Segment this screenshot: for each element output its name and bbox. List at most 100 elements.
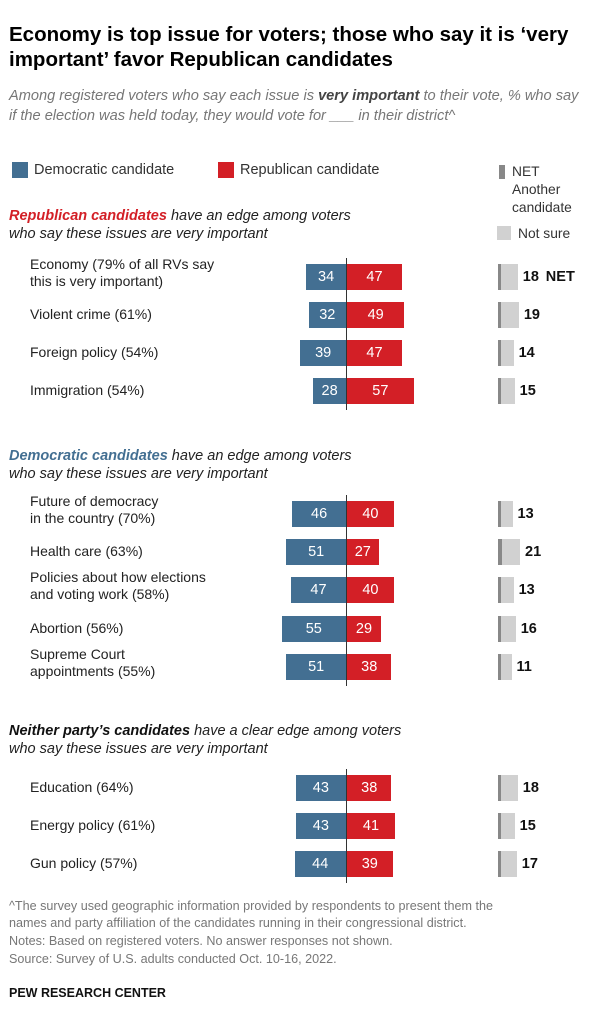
footnote-caret-1: ^The survey used geographic information … [9, 899, 494, 913]
row-label: Abortion (56%) [30, 620, 123, 637]
net-another-bar [498, 340, 501, 366]
net-value-label: 15 [519, 818, 536, 834]
dem-bar: 51 [286, 539, 346, 565]
net-not-sure-bar [501, 340, 514, 366]
net-another-bar [498, 851, 501, 877]
net-not-sure-bar [501, 851, 517, 877]
section-neither-rest: have a clear edge among voters [190, 723, 402, 739]
subtitle-before: Among registered voters who say each iss… [9, 88, 319, 104]
legend-another-swatch [499, 165, 505, 179]
row-label-line1: Health care (63%) [30, 543, 143, 559]
legend-another-label: NET Another candidate [512, 163, 572, 217]
row-label-line2: in the country (70%) [30, 510, 156, 526]
brand-logo-text: PEW RESEARCH CENTER [9, 986, 166, 1000]
legend-rep: Republican candidate [218, 162, 379, 178]
net-value-label: 13 [517, 506, 534, 522]
section-neither-lead: Neither party’s candidates [9, 723, 191, 739]
rep-bar: 40 [347, 577, 394, 603]
legend-not-sure-swatch [497, 226, 511, 240]
net-not-sure-bar [501, 654, 512, 680]
row-label-line1: Supreme Court [30, 646, 125, 662]
section-democratic-header: Democratic candidates have an edge among… [9, 447, 352, 483]
net-value-label: 21 [525, 544, 542, 560]
row-label-line1: Foreign policy (54%) [30, 344, 159, 360]
net-another-bar [498, 378, 501, 404]
row-label-line1: Policies about how elections [30, 569, 206, 585]
net-not-sure-bar [501, 577, 514, 603]
net-value-label: 19 [523, 307, 540, 323]
legend-net-line1: NET [512, 164, 540, 179]
row-label-line1: Immigration (54%) [30, 382, 145, 398]
rep-bar: 57 [347, 378, 414, 404]
net-another-bar [498, 813, 501, 839]
net-another-bar [498, 264, 501, 290]
section-republican-header: Republican candidates have an edge among… [9, 207, 351, 243]
dem-bar: 28 [313, 378, 346, 404]
rep-bar: 49 [347, 302, 405, 328]
row-label-line1: Economy (79% of all RVs say [30, 256, 215, 272]
row-label-line1: Future of democracy [30, 493, 159, 509]
legend-not-sure-label: Not sure [518, 226, 571, 241]
legend-dem: Democratic candidate [12, 162, 174, 178]
footnote-notes: Notes: Based on registered voters. No an… [9, 934, 393, 948]
legend-rep-swatch [218, 162, 234, 178]
section-republican-line2: who say these issues are very important [9, 226, 268, 242]
rep-bar: 27 [347, 539, 379, 565]
row-label-line1: Gun policy (57%) [30, 855, 138, 871]
center-axis-line [346, 495, 347, 686]
net-value-label: 15 [519, 383, 536, 399]
row-label: Supreme Court appointments (55%) [30, 646, 155, 680]
dem-bar: 43 [295, 813, 346, 839]
footnote-caret-2: names and party affiliation of the candi… [9, 916, 467, 930]
section-democratic-line2: who say these issues are very important [9, 466, 268, 482]
net-not-sure-bar [501, 501, 513, 527]
rep-bar: 38 [347, 654, 392, 680]
row-label-line1: Energy policy (61%) [30, 817, 156, 833]
net-tag-label: NET [545, 269, 575, 285]
dem-bar: 46 [292, 501, 346, 527]
chart-subtitle: Among registered voters who say each iss… [9, 86, 584, 126]
section-democratic-rest: have an edge among voters [167, 448, 352, 464]
dem-bar: 47 [291, 577, 346, 603]
net-another-bar [498, 302, 501, 328]
net-another-bar [498, 775, 501, 801]
section-democratic-lead: Democratic candidates [9, 448, 168, 464]
subtitle-after: to their vote, % who say if the election… [9, 88, 579, 124]
dem-bar: 51 [286, 654, 346, 680]
row-label: Health care (63%) [30, 543, 143, 560]
row-label: Energy policy (61%) [30, 817, 155, 834]
row-label-line1: Violent crime (61%) [30, 306, 152, 322]
dem-bar: 43 [295, 775, 346, 801]
chart-title: Economy is top issue for voters; those w… [9, 23, 569, 71]
section-neither-line2: who say these issues are very important [9, 741, 268, 757]
legend-rep-label: Republican candidate [240, 162, 380, 178]
net-not-sure-bar [501, 302, 519, 328]
row-label: Economy (79% of all RVs say this is very … [30, 256, 214, 290]
dem-bar: 44 [294, 851, 346, 877]
dem-bar: 39 [300, 340, 346, 366]
net-value-label: 13 [518, 582, 535, 598]
legend-net-line2: Another [512, 182, 561, 197]
legend-dem-label: Democratic candidate [34, 162, 175, 178]
section-republican-rest: have an edge among voters [166, 208, 351, 224]
row-label-line1: Abortion (56%) [30, 620, 124, 636]
net-another-bar [498, 501, 501, 527]
row-label-line2: this is very important) [30, 273, 164, 289]
row-label: Gun policy (57%) [30, 855, 137, 872]
center-axis-line [346, 258, 347, 410]
dem-bar: 34 [306, 264, 346, 290]
net-value-label: 14 [518, 345, 535, 361]
footnote-source: Source: Survey of U.S. adults conducted … [9, 952, 337, 966]
net-value-label: 17 [521, 856, 538, 872]
subtitle-emphasis: very important [318, 88, 420, 104]
net-value-label: 18 [522, 780, 539, 796]
rep-bar: 39 [347, 851, 393, 877]
row-label: Education (64%) [30, 779, 134, 796]
net-another-bar [498, 539, 503, 565]
row-label: Foreign policy (54%) [30, 344, 158, 361]
row-label: Immigration (54%) [30, 382, 144, 399]
section-republican-lead: Republican candidates [9, 208, 167, 224]
row-label-line2: appointments (55%) [30, 663, 156, 679]
net-another-bar [498, 577, 501, 603]
row-label: Policies about how elections and voting w… [30, 569, 206, 603]
